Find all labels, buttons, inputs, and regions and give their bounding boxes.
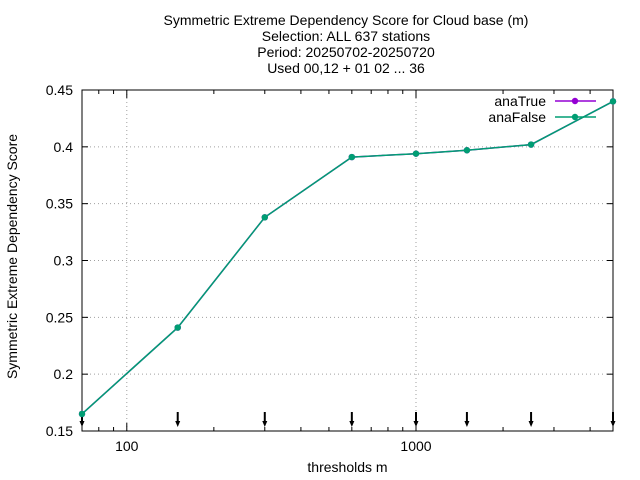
threshold-marker-arrow xyxy=(413,421,419,427)
series-line-anaFalse xyxy=(81,100,614,415)
series xyxy=(78,98,617,418)
threshold-marker-arrow xyxy=(79,421,85,427)
legend-label-anaTrue: anaTrue xyxy=(494,93,546,109)
series-line-anaTrue xyxy=(81,100,614,415)
x-tick-label: 100 xyxy=(115,438,139,454)
y-tick-label: 0.15 xyxy=(46,423,73,439)
plot-frame xyxy=(81,89,614,432)
data-point-anaFalse xyxy=(463,147,471,154)
x-axis-label: thresholds m xyxy=(307,459,387,475)
data-point-anaFalse xyxy=(174,324,181,331)
legend-label-anaFalse: anaFalse xyxy=(488,109,546,125)
data-point-anaFalse xyxy=(348,153,356,161)
y-tick-label: 0.35 xyxy=(46,196,73,212)
threshold-marker-arrow xyxy=(610,421,616,427)
y-tick-label: 0.25 xyxy=(46,309,73,325)
x-axis: 100 1000 xyxy=(98,90,591,454)
threshold-markers xyxy=(79,412,616,427)
threshold-marker-arrow xyxy=(262,421,268,427)
data-point-anaFalse xyxy=(412,150,420,157)
y-axis-label: Symmetric Extreme Dependency Score xyxy=(4,134,20,379)
y-tick-label: 0.45 xyxy=(46,82,73,98)
x-tick-label: 1000 xyxy=(400,438,431,454)
threshold-marker-arrow xyxy=(349,421,355,427)
legend-marker-anaTrue xyxy=(571,97,579,105)
grid xyxy=(82,90,613,431)
y-tick-label: 0.3 xyxy=(54,253,74,269)
data-point-anaFalse xyxy=(78,410,86,418)
y-tick-label: 0.4 xyxy=(54,139,74,155)
threshold-marker-arrow xyxy=(528,421,534,427)
chart-title: Symmetric Extreme Dependency Score for C… xyxy=(164,12,529,76)
chart-title-line: Period: 20250702-20250720 xyxy=(257,44,435,60)
data-point-anaFalse xyxy=(609,98,617,105)
y-tick-label: 0.2 xyxy=(54,366,74,382)
chart-title-line: Symmetric Extreme Dependency Score for C… xyxy=(164,12,529,28)
threshold-marker-arrow xyxy=(175,421,181,427)
y-axis: 0.15 0.2 0.25 0.3 0.35 0.4 0.45 xyxy=(46,82,613,439)
data-point-anaFalse xyxy=(261,214,268,221)
threshold-marker-arrow xyxy=(464,421,470,427)
legend-marker-anaFalse xyxy=(571,113,579,121)
chart-title-line: Selection: ALL 637 stations xyxy=(262,28,430,44)
data-point-anaFalse xyxy=(527,141,535,148)
chart-title-line: Used 00,12 + 01 02 ... 36 xyxy=(267,60,425,76)
